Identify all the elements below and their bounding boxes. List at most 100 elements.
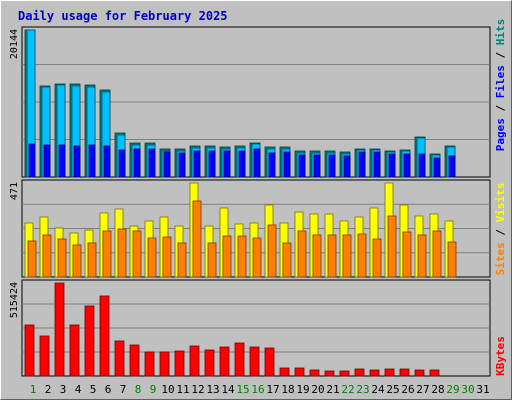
bar-visits-sites-day-28: Sites day 28: 232 [432,230,442,278]
bar-kbytes-kbytes-day-24: KBytes day 24: 36000 [369,369,380,377]
bar-hits-pages-day-29: Pages day 29: 2900 [448,155,456,178]
bar-visits-sites-day-26: Sites day 26: 224 [402,231,412,278]
x-tick-label-day-9: 9 [150,383,157,396]
bar-hits-pages-day-11: Pages day 11: 3300 [178,152,186,178]
bar-hits-pages-day-25: Pages day 25: 3100 [388,153,396,178]
x-tick-label-day-16: 16 [251,383,264,396]
x-tick-label-day-17: 17 [266,383,279,396]
x-tick-label-day-21: 21 [326,383,339,396]
bar-kbytes-kbytes-day-27: KBytes day 27: 33000 [414,369,425,377]
x-tick-label-day-20: 20 [311,383,324,396]
bar-visits-sites-day-6: Sites day 6: 232 [102,230,112,278]
bar-visits-sites-day-15: Sites day 15: 203 [237,235,247,278]
bar-visits-sites-day-19: Sites day 19: 230 [297,230,307,278]
panel-kbytes-legend: KBytes [494,336,507,376]
bar-visits-sites-day-13: Sites day 13: 168 [207,242,217,278]
bar-visits-sites-day-10: Sites day 10: 201 [162,236,172,278]
bar-visits-sites-day-3: Sites day 3: 190 [57,238,67,278]
bar-kbytes-kbytes-day-1: KBytes day 1: 285000 [24,324,35,377]
x-tick-label-day-5: 5 [90,383,97,396]
chart-title: Daily usage for February 2025 [18,9,228,23]
bar-kbytes-kbytes-day-15: KBytes day 15: 182000 [234,342,245,377]
bar-hits-pages-day-10: Pages day 10: 3400 [163,151,171,178]
bar-kbytes-kbytes-day-13: KBytes day 13: 146000 [204,349,215,377]
bar-visits-sites-day-27: Sites day 27: 212 [417,234,427,278]
legend-entry: Files [494,65,507,98]
bar-visits-sites-day-7: Sites day 7: 240 [117,228,127,278]
bar-visits-sites-day-24: Sites day 24: 190 [372,238,382,278]
bar-visits-sites-day-5: Sites day 5: 168 [87,242,97,278]
x-tick-label-day-18: 18 [281,383,294,396]
legend-entry: KBytes [494,336,507,376]
x-tick-label-day-30: 30 [461,383,474,396]
x-tick-label-day-13: 13 [206,383,219,396]
bar-hits-pages-day-19: Pages day 19: 3000 [298,154,306,178]
bar-visits-sites-day-20: Sites day 20: 210 [312,234,322,278]
bar-kbytes-kbytes-day-28: KBytes day 28: 34000 [429,369,440,377]
x-tick-label-day-26: 26 [401,383,414,396]
bar-hits-pages-day-15: Pages day 15: 3500 [238,150,246,178]
bar-kbytes-kbytes-day-23: KBytes day 23: 38000 [354,368,365,377]
bar-visits-sites-day-16: Sites day 16: 197 [252,237,262,278]
x-tick-label-day-14: 14 [221,383,235,396]
bar-visits-sites-day-18: Sites day 18: 170 [282,242,292,278]
bar-hits-pages-day-20: Pages day 20: 3000 [313,154,321,178]
panel-hits-legend: Pages / Files / Hits [494,19,507,152]
bar-kbytes-kbytes-day-3: KBytes day 3: 515424 [54,282,65,377]
bar-visits-sites-day-29: Sites day 29: 177 [447,241,457,278]
bar-hits-pages-day-14: Pages day 14: 3600 [223,150,231,178]
bar-kbytes-kbytes-day-10: KBytes day 10: 135000 [159,351,170,377]
bar-hits-pages-day-1: Pages day 1: 4500 [28,143,36,178]
x-tick-label-day-23: 23 [356,383,369,396]
x-tick-label-day-22: 22 [341,383,354,396]
legend-entry: Visits [494,183,507,223]
bar-kbytes-kbytes-day-26: KBytes day 26: 40000 [399,368,410,377]
x-tick-label-day-31: 31 [476,383,489,396]
bar-hits-pages-day-26: Pages day 26: 3100 [403,153,411,178]
bar-hits-pages-day-24: Pages day 24: 3400 [373,151,381,178]
bar-visits-sites-day-4: Sites day 4: 160 [72,244,82,278]
bar-hits-pages-day-3: Pages day 3: 4400 [58,144,66,178]
bar-kbytes-kbytes-day-16: KBytes day 16: 162000 [249,346,260,377]
panel-hits-ymax-label: 20144 [9,29,20,59]
x-tick-label-day-1: 1 [30,383,37,396]
bar-hits-pages-day-17: Pages day 17: 3300 [268,152,276,178]
bar-hits-pages-day-27: Pages day 27: 3200 [418,153,426,178]
bar-hits-pages-day-4: Pages day 4: 4300 [73,145,81,178]
bar-visits-sites-day-12: Sites day 12: 380 [192,200,202,278]
x-tick-label-day-24: 24 [371,383,385,396]
bar-hits-pages-day-7: Pages day 7: 3700 [118,149,126,178]
x-tick-label-day-11: 11 [176,383,189,396]
x-tick-label-day-2: 2 [45,383,52,396]
bar-kbytes-kbytes-day-19: KBytes day 19: 42000 [294,367,305,377]
x-tick-label-day-8: 8 [135,383,142,396]
x-tick-label-day-25: 25 [386,383,399,396]
bar-visits-sites-day-21: Sites day 21: 210 [327,234,337,278]
bar-hits-pages-day-8: Pages day 8: 3800 [133,148,141,178]
bar-kbytes-kbytes-day-12: KBytes day 12: 167000 [189,345,200,377]
bar-hits-pages-day-21: Pages day 21: 3000 [328,154,336,178]
bar-hits-pages-day-6: Pages day 6: 4300 [103,145,111,178]
bar-kbytes-kbytes-day-11: KBytes day 11: 140000 [174,350,185,377]
x-tick-label-day-27: 27 [416,383,429,396]
bar-kbytes-kbytes-day-20: KBytes day 20: 32000 [309,369,320,377]
bar-hits-pages-day-16: Pages day 16: 3800 [253,148,261,178]
bar-visits-sites-day-14: Sites day 14: 206 [222,235,232,278]
bar-kbytes-kbytes-day-17: KBytes day 17: 157000 [264,347,275,377]
bar-hits-pages-day-18: Pages day 18: 3400 [283,151,291,178]
bar-visits-sites-day-8: Sites day 8: 230 [132,230,142,278]
bar-kbytes-kbytes-day-21: KBytes day 21: 26000 [324,370,335,377]
x-tick-label-day-3: 3 [60,383,67,396]
panel-kbytes-ymax-label: 515424 [9,282,20,318]
x-tick-label-day-12: 12 [191,383,204,396]
bar-visits-sites-day-22: Sites day 22: 212 [342,234,352,278]
bar-visits-sites-day-17: Sites day 17: 261 [267,224,277,278]
bar-hits-pages-day-9: Pages day 9: 3900 [148,148,156,178]
bar-hits-pages-day-22: Pages day 22: 2900 [343,155,351,178]
bar-kbytes-kbytes-day-22: KBytes day 22: 25000 [339,370,350,377]
bar-kbytes-kbytes-day-9: KBytes day 9: 135000 [144,351,155,377]
bar-visits-sites-day-2: Sites day 2: 208 [42,234,52,278]
